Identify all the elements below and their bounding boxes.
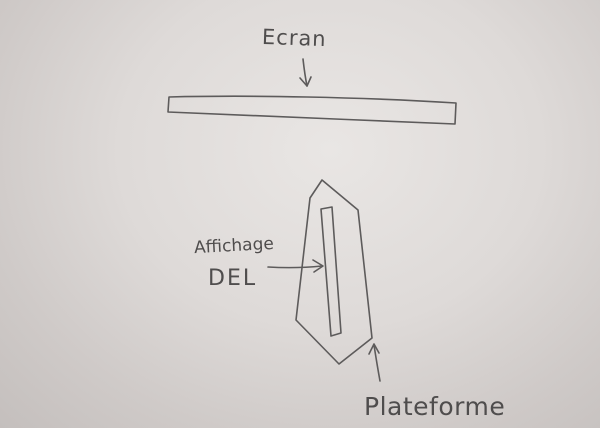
screen-label: Ecran bbox=[261, 24, 328, 52]
screen-arrow bbox=[299, 58, 312, 87]
led-display-label-del: DEL bbox=[208, 266, 258, 291]
led-display-label: Affichage bbox=[193, 233, 275, 259]
led-display-bar bbox=[320, 206, 342, 337]
led-arrow bbox=[267, 259, 324, 273]
platform-shape bbox=[295, 179, 373, 365]
screen-bar bbox=[167, 95, 457, 125]
platform-arrow bbox=[368, 343, 381, 382]
platform-label: Plateforme bbox=[364, 392, 506, 421]
